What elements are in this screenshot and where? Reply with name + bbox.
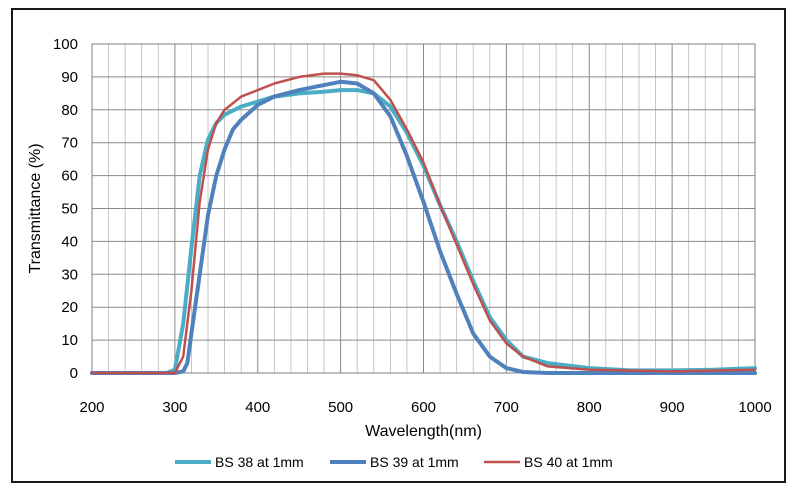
- series-line-2: [90, 79, 757, 375]
- legend[interactable]: BS 38 at 1mm BS 39 at 1mm BS 40 at 1mm: [175, 454, 613, 470]
- y-axis-title: Transmittance (%): [27, 143, 44, 273]
- y-tick-label: 90: [61, 69, 78, 86]
- x-tick-label: 700: [494, 399, 519, 416]
- x-tick-label: 300: [162, 399, 187, 416]
- x-tick-label: 500: [328, 399, 353, 416]
- y-tick-label: 50: [61, 201, 78, 218]
- y-tick-label: 20: [61, 299, 78, 316]
- x-tick-label: 200: [79, 399, 104, 416]
- legend-label-2: BS 39 at 1mm: [370, 454, 459, 470]
- chart-frame: [11, 8, 786, 483]
- series-group: [90, 72, 757, 375]
- y-tick-label: 40: [61, 233, 78, 250]
- y-tick-label: 10: [61, 332, 78, 349]
- series-line-1: [90, 88, 757, 375]
- x-tick-label: 400: [245, 399, 270, 416]
- grid: [92, 44, 755, 373]
- x-tick-label: 1000: [738, 399, 771, 416]
- x-tick-label: 900: [660, 399, 685, 416]
- x-tick-label: 600: [411, 399, 436, 416]
- y-tick-label: 80: [61, 102, 78, 119]
- y-tick-label: 100: [53, 36, 78, 53]
- y-tick-label: 30: [61, 266, 78, 283]
- y-tick-label: 0: [70, 365, 78, 382]
- y-tick-label: 70: [61, 135, 78, 152]
- plot-area: [91, 43, 756, 374]
- x-axis-ticks: 200 300 400 500 600 700 800 900 1000: [79, 399, 771, 416]
- series-line-3: [90, 72, 757, 375]
- y-axis-ticks: 0 10 20 30 40 50 60 70 80 90 100: [53, 36, 78, 382]
- legend-label-3: BS 40 at 1mm: [524, 454, 613, 470]
- x-tick-label: 800: [577, 399, 602, 416]
- y-tick-label: 60: [61, 168, 78, 185]
- x-axis-title: Wavelength(nm): [365, 423, 482, 440]
- legend-label-1: BS 38 at 1mm: [215, 454, 304, 470]
